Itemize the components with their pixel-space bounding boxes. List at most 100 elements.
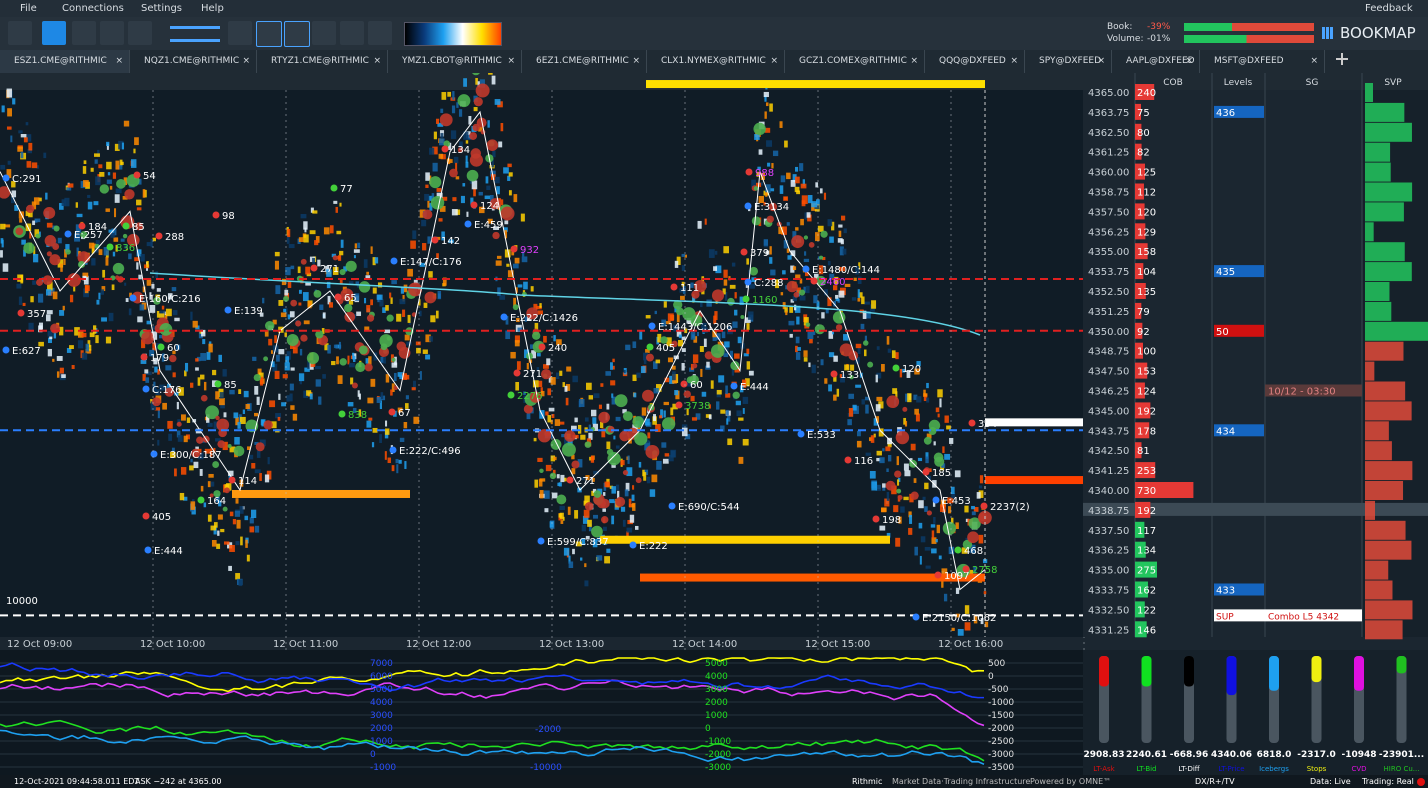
- tab-close[interactable]: ×: [1310, 56, 1318, 66]
- heat-cell: [306, 390, 312, 396]
- heat-cell: [106, 141, 110, 147]
- heat-cell: [270, 350, 274, 354]
- tab[interactable]: AAPL@DXFEED ×: [1112, 50, 1200, 73]
- tool-button[interactable]: [340, 21, 364, 45]
- heat-cell: [585, 535, 590, 540]
- tool-button[interactable]: [42, 21, 66, 45]
- slider[interactable]: [170, 26, 220, 29]
- annotation-icon: [106, 243, 114, 251]
- heat-cell: [951, 517, 954, 524]
- tool-button[interactable]: [312, 21, 336, 45]
- tool-button[interactable]: [72, 21, 96, 45]
- feedback-link[interactable]: Feedback: [1365, 3, 1413, 14]
- heat-cell: [385, 305, 389, 311]
- tab[interactable]: RTYZ1.CME@RITHMIC ×: [257, 50, 388, 73]
- heat-cell: [936, 524, 941, 534]
- tab-close[interactable]: ×: [1010, 56, 1018, 66]
- tab[interactable]: 6EZ1.CME@RITHMIC ×: [522, 50, 647, 73]
- tool-button[interactable]: [256, 21, 282, 47]
- heat-cell: [583, 509, 590, 518]
- level-box: [1214, 265, 1264, 278]
- trade-bubble: [598, 411, 610, 424]
- heat-cell: [196, 356, 201, 362]
- price-label: 4335.00: [1088, 566, 1129, 577]
- tab[interactable]: MSFT@DXFEED ×: [1200, 50, 1325, 73]
- tab[interactable]: GCZ1.COMEX@RITHMIC ×: [785, 50, 925, 73]
- heat-cell: [626, 531, 629, 537]
- widget-panel: [1083, 650, 1428, 775]
- tab-close[interactable]: ×: [770, 56, 778, 66]
- heat-cell: [924, 506, 928, 512]
- price-label: 4337.50: [1088, 526, 1129, 537]
- tab[interactable]: SPY@DXFEED ×: [1025, 50, 1112, 73]
- tool-button[interactable]: [8, 21, 32, 45]
- tool-button[interactable]: [228, 21, 252, 45]
- heat-cell: [572, 548, 575, 555]
- heat-cell: [18, 296, 23, 306]
- heat-cell: [629, 514, 635, 523]
- tab-close[interactable]: ×: [910, 56, 918, 66]
- annotation: E:1480/C:144: [812, 265, 880, 276]
- heat-cell: [478, 206, 485, 214]
- heat-cell: [156, 288, 161, 292]
- annotation: 838: [348, 410, 367, 421]
- tab-close[interactable]: ×: [242, 56, 250, 66]
- heat-cell: [101, 317, 107, 322]
- slider[interactable]: [170, 39, 220, 42]
- color-scheme-picker[interactable]: [404, 22, 502, 46]
- level-label: 436: [1216, 108, 1235, 119]
- tab-close[interactable]: ×: [1185, 56, 1193, 66]
- heat-cell: [478, 191, 483, 196]
- book-ratio-bar: [1184, 23, 1314, 31]
- heat-cell: [781, 226, 787, 235]
- heat-cell: [922, 496, 926, 500]
- tab-close[interactable]: ×: [1097, 56, 1105, 66]
- annotation: 240: [548, 343, 567, 354]
- menu-item[interactable]: File: [20, 3, 37, 14]
- tab[interactable]: ESZ1.CME@RITHMIC ×: [0, 50, 130, 73]
- heat-cell: [764, 111, 767, 119]
- tool-button[interactable]: [368, 21, 392, 45]
- heat-cell: [347, 355, 350, 365]
- heat-cell: [190, 458, 193, 463]
- menu-item[interactable]: Help: [201, 3, 224, 14]
- heat-cell: [451, 105, 456, 114]
- heat-cell: [581, 538, 586, 546]
- annotation-icon: [441, 145, 449, 153]
- heat-cell: [510, 351, 516, 359]
- add-tab[interactable]: [1336, 53, 1348, 65]
- tool-button[interactable]: [128, 21, 152, 45]
- tab[interactable]: YMZ1.CBOT@RITHMIC ×: [388, 50, 522, 73]
- time-label: 12 Oct 14:00: [672, 639, 737, 650]
- tool-button[interactable]: [284, 21, 310, 47]
- heat-cell: [797, 347, 801, 351]
- annotation-icon: [142, 512, 150, 520]
- heat-cell: [184, 370, 187, 377]
- heat-cell: [204, 448, 211, 454]
- heat-cell: [229, 446, 236, 453]
- tab[interactable]: NQZ1.CME@RITHMIC ×: [130, 50, 257, 73]
- tab[interactable]: QQQ@DXFEED ×: [925, 50, 1025, 73]
- heat-cell: [538, 380, 543, 388]
- heat-cell: [30, 296, 34, 303]
- tab-close[interactable]: ×: [632, 56, 640, 66]
- menu-item[interactable]: Connections: [62, 3, 124, 14]
- heat-cell: [425, 172, 430, 181]
- cob-bar: [1135, 203, 1145, 220]
- heat-cell: [583, 500, 589, 506]
- heat-cell: [343, 266, 348, 272]
- heat-cell: [780, 292, 784, 296]
- tool-button[interactable]: [100, 21, 124, 45]
- heat-cell: [192, 320, 198, 328]
- heat-cell: [726, 415, 731, 422]
- heat-cell: [176, 430, 181, 438]
- tab-close[interactable]: ×: [507, 56, 515, 66]
- tab[interactable]: CLX1.NYMEX@RITHMIC ×: [647, 50, 785, 73]
- heat-cell: [211, 540, 217, 547]
- tab-close[interactable]: ×: [115, 56, 123, 66]
- tab-close[interactable]: ×: [373, 56, 381, 66]
- trade-bubble: [689, 374, 699, 385]
- menu-item[interactable]: Settings: [141, 3, 183, 14]
- price-label: 4363.75: [1088, 108, 1129, 119]
